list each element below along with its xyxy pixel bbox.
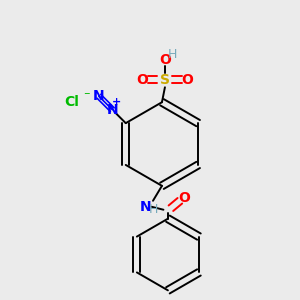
Text: O: O [178,191,190,205]
Text: O: O [159,53,171,68]
Text: N: N [140,200,151,214]
Text: O: O [136,73,148,87]
Text: H: H [149,203,159,216]
Text: ⁻: ⁻ [84,90,90,103]
Text: H: H [168,48,177,61]
Text: +: + [112,97,122,107]
Text: Cl: Cl [64,95,80,109]
Text: N: N [93,89,105,103]
Text: O: O [182,73,193,87]
Text: N: N [106,103,118,117]
Text: S: S [160,73,170,87]
